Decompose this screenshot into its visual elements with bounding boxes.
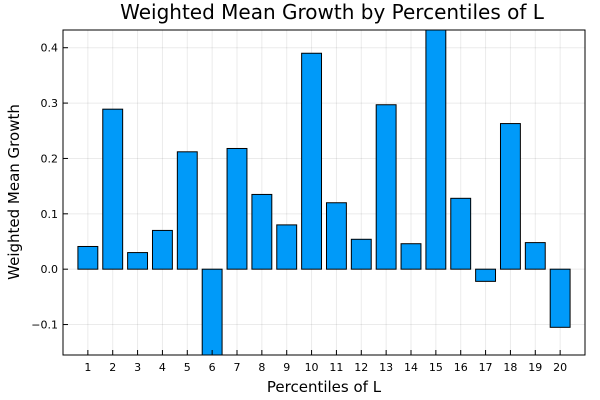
- x-tick-label: 3: [134, 361, 141, 374]
- bar-6: [201, 268, 223, 356]
- x-tick-label: 18: [503, 361, 517, 374]
- bar-19: [524, 242, 546, 270]
- x-tick-label: 20: [553, 361, 567, 374]
- y-tick-label: −0.1: [31, 319, 58, 332]
- x-tick-label: 10: [305, 361, 319, 374]
- x-axis-ticks: 1 2 3 4 5 6 7 8 9 10 11 12 13 14 15 16 17 18 19 20: [62, 350, 586, 374]
- y-tick-label: 0.0: [41, 263, 59, 276]
- bar-20: [549, 268, 571, 328]
- x-tick-label: 13: [379, 361, 393, 374]
- bar-8: [251, 193, 273, 270]
- y-axis-label: Weighted Mean Growth: [5, 104, 23, 280]
- bar-10: [301, 52, 323, 270]
- bar-3: [127, 252, 149, 270]
- y-tick-label: 0.2: [41, 152, 59, 165]
- bar-14: [400, 243, 422, 270]
- x-tick-label: 4: [159, 361, 166, 374]
- bar-17: [475, 268, 497, 282]
- plot-frame: [62, 29, 586, 356]
- x-tick-label: 15: [429, 361, 443, 374]
- y-tick-label: 0.1: [41, 208, 59, 221]
- bar-15: [425, 29, 447, 270]
- bars: [77, 29, 571, 356]
- x-tick-label: 7: [234, 361, 241, 374]
- x-tick-label: 8: [258, 361, 265, 374]
- bar-5: [176, 151, 198, 270]
- x-tick-label: 17: [479, 361, 493, 374]
- x-tick-label: 9: [283, 361, 290, 374]
- bar-2: [102, 108, 124, 270]
- x-tick-label: 14: [404, 361, 418, 374]
- x-tick-label: 19: [528, 361, 542, 374]
- bar-18: [499, 123, 521, 270]
- chart-title: Weighted Mean Growth by Percentiles of L: [120, 0, 545, 24]
- bar-7: [226, 147, 248, 270]
- bar-9: [276, 224, 298, 270]
- bar-12: [350, 238, 372, 270]
- bar-13: [375, 104, 397, 270]
- bar-4: [151, 229, 173, 270]
- x-axis-label: Percentiles of L: [267, 378, 382, 396]
- x-tick-label: 2: [109, 361, 116, 374]
- x-tick-label: 11: [329, 361, 343, 374]
- x-tick-label: 5: [184, 361, 191, 374]
- y-axis-ticks: −0.1 0.0 0.1 0.2 0.3 0.4: [31, 42, 68, 332]
- x-tick-label: 1: [84, 361, 91, 374]
- y-tick-label: 0.4: [41, 42, 59, 55]
- x-tick-label: 6: [209, 361, 216, 374]
- x-tick-label: 16: [454, 361, 468, 374]
- bar-1: [77, 245, 99, 270]
- bar-11: [325, 202, 347, 270]
- y-tick-label: 0.3: [41, 97, 59, 110]
- bar-16: [450, 197, 472, 270]
- x-tick-label: 12: [354, 361, 368, 374]
